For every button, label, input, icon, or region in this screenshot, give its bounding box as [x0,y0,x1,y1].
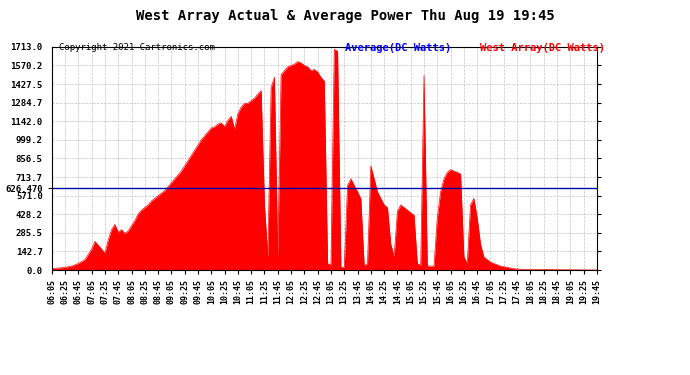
Text: Copyright 2021 Cartronics.com: Copyright 2021 Cartronics.com [59,43,215,52]
Text: Average(DC Watts): Average(DC Watts) [345,43,451,53]
Text: West Array(DC Watts): West Array(DC Watts) [480,43,604,53]
Text: West Array Actual & Average Power Thu Aug 19 19:45: West Array Actual & Average Power Thu Au… [136,9,554,23]
